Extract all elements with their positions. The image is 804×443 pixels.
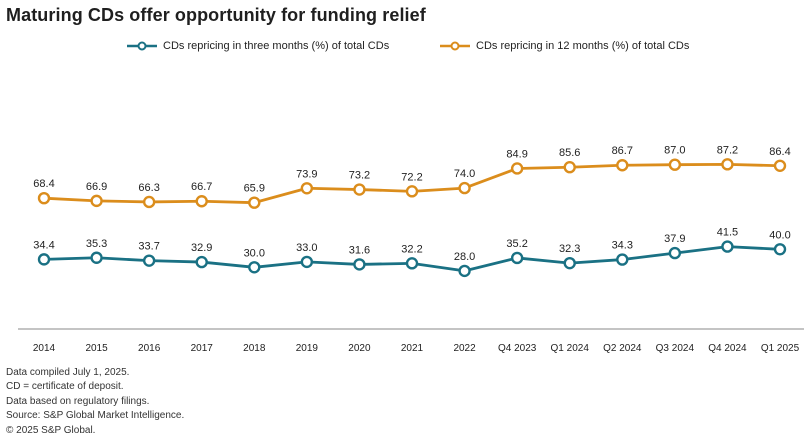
legend-label-twelve-months: CDs repricing in 12 months (%) of total …: [476, 40, 690, 52]
data-label-three-months: 32.9: [191, 242, 212, 254]
data-label-three-months: 41.5: [717, 227, 738, 239]
data-label-three-months: 37.9: [664, 233, 685, 245]
data-point-three-months: [616, 253, 629, 266]
data-point-twelve-months: [773, 159, 787, 172]
data-point-twelve-months: [142, 195, 156, 209]
data-point-twelve-months: [616, 159, 629, 172]
data-label-twelve-months: 87.0: [664, 145, 685, 157]
data-label-three-months: 32.3: [559, 243, 580, 255]
legend-item-three-months[interactable]: CDs repricing in three months (%) of tot…: [127, 40, 389, 52]
data-label-three-months: 35.2: [506, 238, 527, 250]
data-point-three-months: [510, 251, 524, 265]
data-label-twelve-months: 73.9: [296, 168, 317, 180]
data-point-three-months: [563, 256, 576, 270]
data-label-three-months: 32.2: [401, 243, 422, 255]
data-point-twelve-months: [195, 195, 208, 208]
footnote-data-basis: Data based on regulatory filings.: [6, 395, 150, 407]
data-point-twelve-months: [510, 162, 524, 175]
data-label-twelve-months: 66.3: [138, 182, 159, 194]
x-tick-label: 2021: [401, 343, 424, 354]
data-label-twelve-months: 66.7: [191, 181, 212, 193]
x-tick-label: 2019: [296, 343, 319, 354]
data-point-three-months: [90, 251, 103, 264]
data-point-three-months: [773, 243, 787, 256]
x-tick-label: Q4 2023: [498, 343, 537, 354]
data-point-three-months: [721, 240, 734, 253]
data-point-twelve-months: [458, 181, 471, 195]
legend-swatch-teal: [127, 41, 157, 51]
data-point-three-months: [142, 254, 156, 267]
data-label-twelve-months: 84.9: [506, 148, 527, 160]
data-label-three-months: 33.0: [296, 242, 317, 254]
data-point-three-months: [195, 255, 208, 269]
x-tick-label: Q1 2025: [761, 343, 800, 354]
data-label-three-months: 31.6: [349, 244, 370, 256]
data-label-twelve-months: 87.2: [717, 144, 738, 156]
data-point-twelve-months: [668, 158, 682, 171]
footnote-cd-definition: CD = certificate of deposit.: [6, 381, 124, 393]
data-point-three-months: [668, 246, 682, 260]
footnotes: Data compiled July 1, 2025. CD = certifi…: [6, 366, 184, 438]
data-point-twelve-months: [563, 161, 576, 174]
data-label-three-months: 34.3: [612, 240, 633, 252]
data-point-twelve-months: [405, 185, 419, 198]
data-point-three-months: [300, 255, 314, 269]
line-chart: 2014 2015 2016 2017 2018 2019 2020 2021 2022 Q4 2…: [18, 144, 804, 354]
data-point-three-months: [405, 257, 419, 270]
data-point-three-months: [353, 258, 366, 271]
data-label-twelve-months: 68.4: [33, 178, 54, 190]
x-tick-label: 2017: [191, 343, 214, 354]
x-tick-label: 2018: [243, 343, 266, 354]
data-label-twelve-months: 86.4: [769, 146, 790, 158]
data-label-three-months: 40.0: [769, 229, 790, 241]
data-label-three-months: 28.0: [454, 251, 475, 263]
data-point-twelve-months: [37, 191, 51, 205]
data-point-twelve-months: [300, 182, 314, 195]
data-label-twelve-months: 73.2: [349, 170, 370, 182]
data-label-twelve-months: 65.9: [244, 183, 265, 195]
legend-label-three-months: CDs repricing in three months (%) of tot…: [163, 40, 390, 52]
chart-legend: CDs repricing in three months (%) of tot…: [0, 40, 804, 58]
data-label-twelve-months: 86.7: [612, 145, 633, 157]
x-tick-label: 2020: [348, 343, 371, 354]
footnote-data-compiled: Data compiled July 1, 2025.: [6, 367, 130, 378]
x-tick-label: 2014: [33, 343, 56, 354]
x-tick-label: 2015: [85, 343, 108, 354]
data-label-three-months: 30.0: [244, 247, 265, 259]
x-tick-label: Q4 2024: [708, 343, 747, 354]
data-point-twelve-months: [353, 183, 366, 196]
x-tick-label: Q1 2024: [551, 343, 590, 354]
footnote-copyright: © 2025 S&P Global.: [6, 424, 96, 436]
data-label-twelve-months: 74.0: [454, 168, 475, 180]
x-tick-label: 2016: [138, 343, 161, 354]
data-point-twelve-months: [248, 196, 261, 209]
legend-item-twelve-months[interactable]: CDs repricing in 12 months (%) of total …: [440, 40, 689, 52]
data-point-twelve-months: [721, 158, 734, 171]
data-point-twelve-months: [90, 194, 103, 208]
chart-title: Maturing CDs offer opportunity for fundi…: [6, 5, 426, 25]
x-tick-label: 2022: [453, 343, 476, 354]
data-label-three-months: 33.7: [138, 241, 159, 253]
footnote-source: Source: S&P Global Market Intelligence.: [6, 410, 185, 422]
data-point-three-months: [37, 253, 51, 266]
data-point-three-months: [248, 261, 261, 274]
data-label-twelve-months: 66.9: [86, 181, 107, 193]
data-label-three-months: 35.3: [86, 238, 107, 250]
x-tick-label: Q3 2024: [656, 343, 695, 354]
data-label-twelve-months: 72.2: [401, 171, 422, 183]
data-label-three-months: 34.4: [33, 239, 54, 251]
x-tick-label: Q2 2024: [603, 343, 642, 354]
data-point-three-months: [458, 264, 471, 278]
data-label-twelve-months: 85.6: [559, 147, 580, 159]
legend-swatch-orange: [440, 41, 470, 51]
